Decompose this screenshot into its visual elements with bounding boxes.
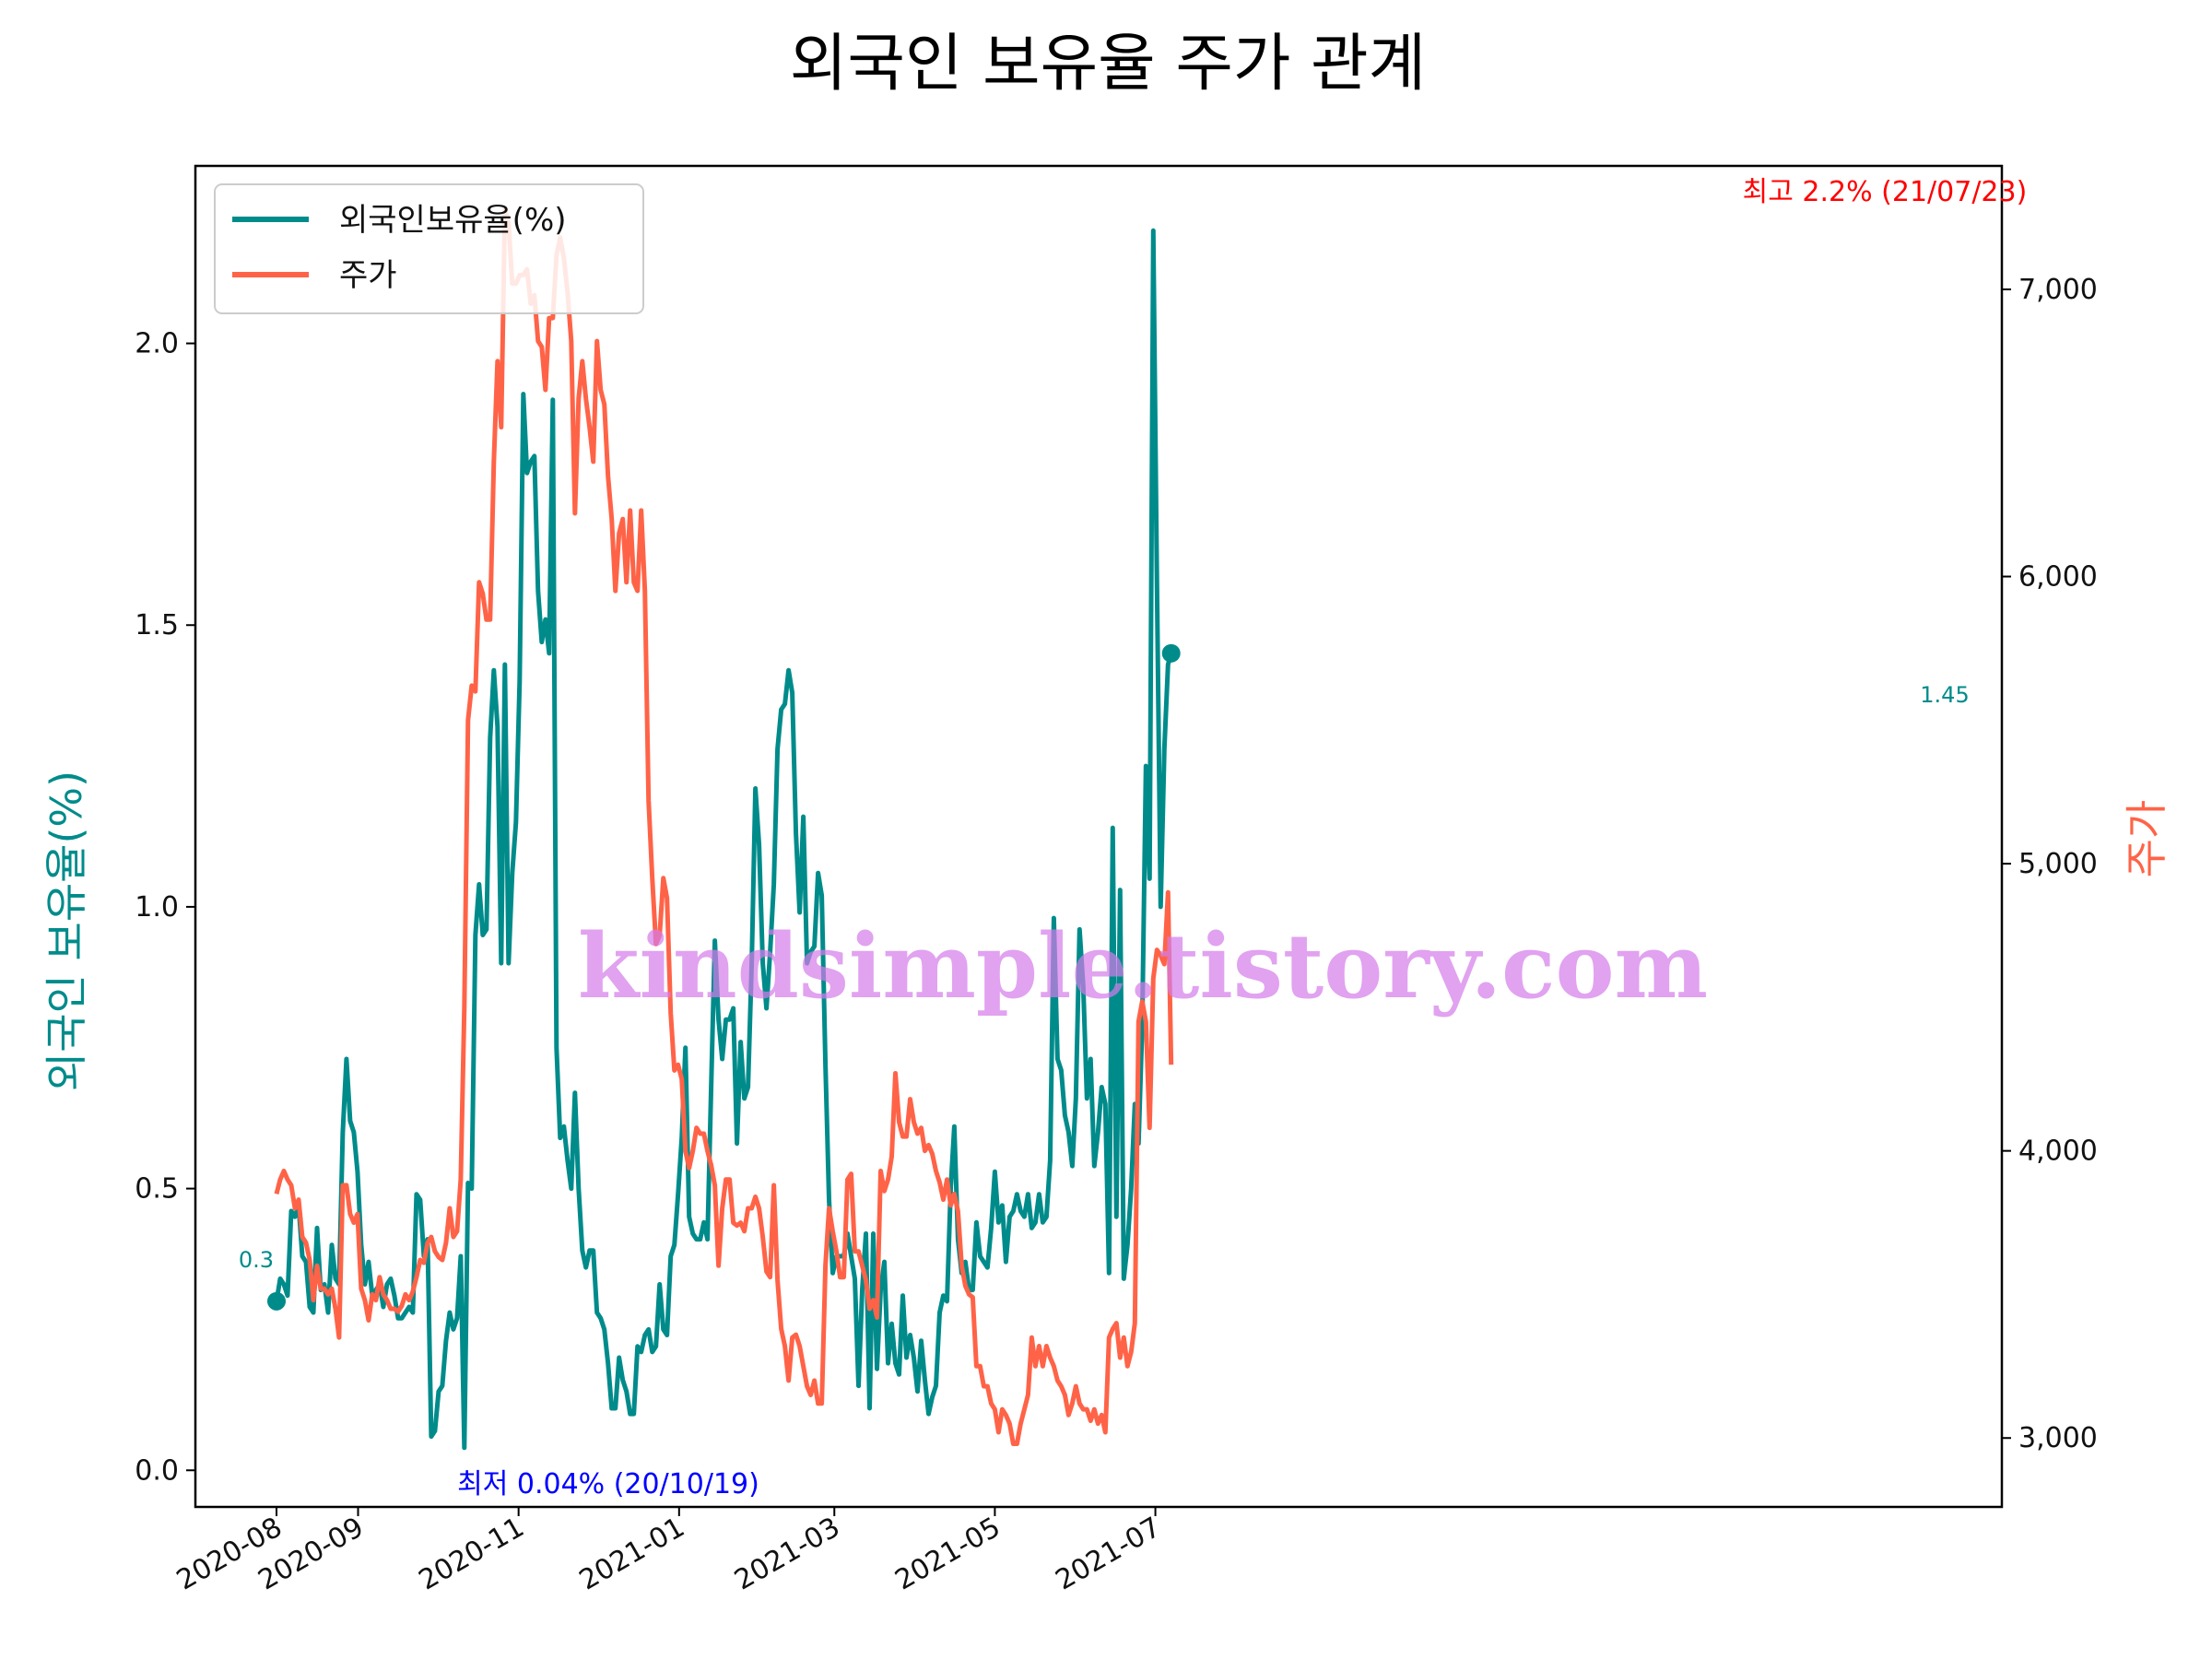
y-left-tick-label: 2.0 [135,328,179,360]
y-right-tick-label: 6,000 [2018,561,2098,594]
y-left-axis-ticks: 0.0 0.5 1.0 1.5 2.0 [135,328,195,1487]
series-stock-price [274,206,1174,1446]
end-point-marker [1161,643,1181,663]
y-right-axis-ticks: 3,000 4,000 5,000 6,000 7,000 [2002,274,2098,1454]
stock-price-line [274,206,1174,1446]
y-right-tick-label: 4,000 [2018,1135,2098,1168]
x-tick-label: 2021-01 [574,1512,690,1597]
y-left-tick-label: 1.0 [135,891,179,924]
max-annotation: 최고 2.2% (21/07/23) [1743,176,2028,208]
y-right-tick-label: 7,000 [2018,274,2098,306]
x-tick-label: 2021-03 [729,1512,845,1597]
end-value-label: 1.45 [1920,682,1969,708]
chart-title: 외국인 보유율 주가 관계 [790,28,1426,100]
start-point-marker [267,1291,286,1311]
x-tick-label: 2021-05 [889,1512,1006,1597]
min-annotation: 최저 0.04% (20/10/19) [457,1468,759,1500]
legend-box [214,183,644,314]
y-right-tick-label: 3,000 [2018,1422,2098,1454]
y-left-tick-label: 0.5 [135,1173,179,1206]
y-left-tick-label: 0.0 [135,1454,179,1487]
y-right-tick-label: 5,000 [2018,848,2098,880]
legend: 외국인보유율(%) 주가 [214,183,644,314]
y-left-tick-label: 1.5 [135,609,179,641]
x-tick-label: 2020-11 [414,1512,530,1597]
legend-label-foreign: 외국인보유율(%) [339,202,567,239]
watermark: kindsimple.tistory.com [578,914,1708,1018]
plot-frame [194,164,2004,1509]
x-tick-label: 2021-07 [1051,1512,1167,1597]
start-value-label: 0.3 [239,1247,274,1273]
legend-label-price: 주가 [339,257,397,294]
y-right-axis-label: 주가 [2122,800,2171,878]
y-left-axis-label: 외국인 보유율(%) [41,771,91,1091]
